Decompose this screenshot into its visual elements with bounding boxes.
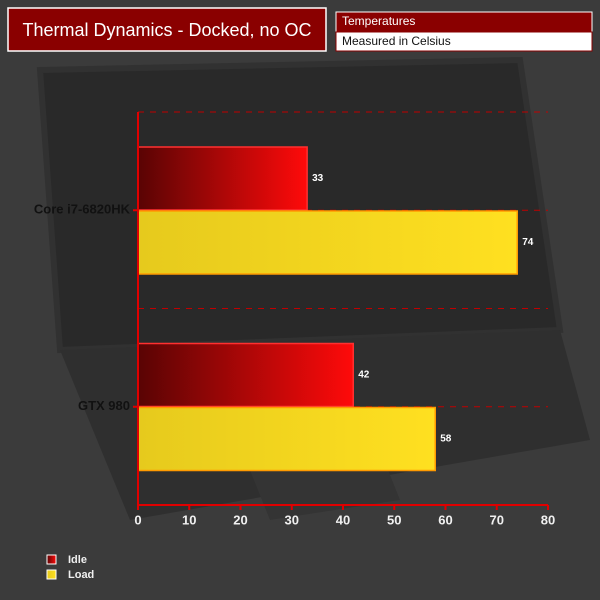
note-box	[335, 31, 593, 52]
legend-label: Idle	[68, 554, 87, 566]
bar	[137, 146, 308, 211]
x-tick-label: 60	[438, 512, 452, 527]
x-tick-label: 80	[541, 512, 555, 527]
bar	[137, 210, 518, 275]
value-label: 58	[440, 434, 452, 445]
value-label: 74	[522, 237, 534, 248]
value-label: 33	[312, 173, 324, 184]
x-tick-label: 50	[387, 512, 401, 527]
x-tick-label: 70	[490, 512, 504, 527]
x-tick-label: 0	[134, 512, 141, 527]
category-label: GTX 980	[78, 398, 130, 413]
value-label: 42	[358, 370, 370, 381]
x-tick-label: 30	[285, 512, 299, 527]
title-box	[7, 7, 327, 52]
x-tick-label: 20	[233, 512, 247, 527]
subtitle: Temperatures	[342, 14, 415, 28]
note: Measured in Celsius	[342, 34, 451, 48]
legend-label: Load	[68, 569, 94, 581]
legend-swatch	[46, 554, 57, 565]
category-label: Core i7-6820HK	[34, 202, 131, 217]
bar	[137, 342, 354, 408]
x-tick-label: 40	[336, 512, 350, 527]
bar	[137, 406, 436, 472]
legend-swatch	[46, 569, 57, 580]
chart-title: Thermal Dynamics - Docked, no OC	[22, 20, 311, 40]
x-tick-label: 10	[182, 512, 196, 527]
